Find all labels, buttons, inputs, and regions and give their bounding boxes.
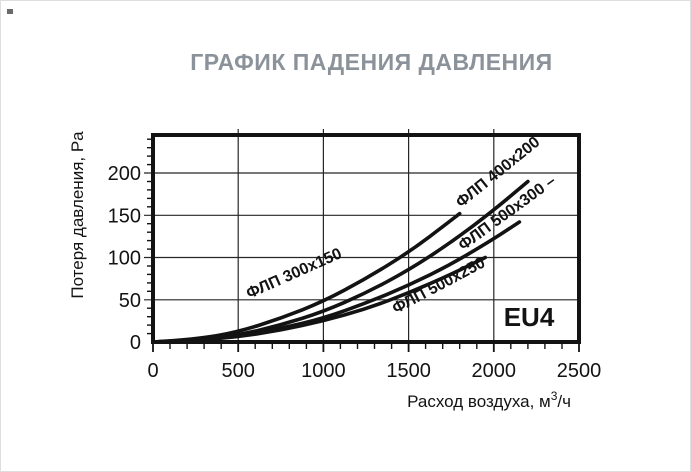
x-axis-title-superscript: 3 [551, 389, 558, 403]
grid-layer [144, 129, 580, 352]
x-axis-title: Расход воздуха, м3/ч [407, 389, 571, 411]
x-tick-label-2500: 2500 [557, 360, 602, 382]
curve-layer [151, 179, 530, 344]
y-tick-label-50: 50 [119, 290, 141, 312]
y-tick-label-0: 0 [130, 332, 141, 354]
x-tick-label-1500: 1500 [386, 360, 431, 382]
x-tick-label-1000: 1000 [301, 360, 346, 382]
y-tick-label-150: 150 [108, 205, 141, 227]
y-axis-title: Потеря давления, Pa [68, 131, 87, 299]
plot-border [151, 133, 581, 344]
series-curve-4 [151, 255, 488, 344]
figure-title: ГРАФИК ПАДЕНИЯ ДАВЛЕНИЯ [190, 49, 553, 75]
series-curve-1 [151, 211, 462, 344]
x-axis-title-unit: /ч [557, 392, 571, 411]
x-tick-label-2000: 2000 [472, 360, 517, 382]
x-tick-label-0: 0 [147, 360, 158, 382]
scan-artifact [7, 9, 13, 14]
series-label-1: ФЛП 300x150 [244, 245, 345, 302]
y-tick-label-200: 200 [108, 163, 141, 185]
y-tick-label-100: 100 [108, 248, 141, 270]
filter-class-badge: EU4 [504, 302, 555, 332]
plot-frame [151, 133, 581, 344]
x-tick-label-500: 500 [222, 360, 255, 382]
x-axis-title-text: Расход воздуха, м [407, 392, 551, 411]
